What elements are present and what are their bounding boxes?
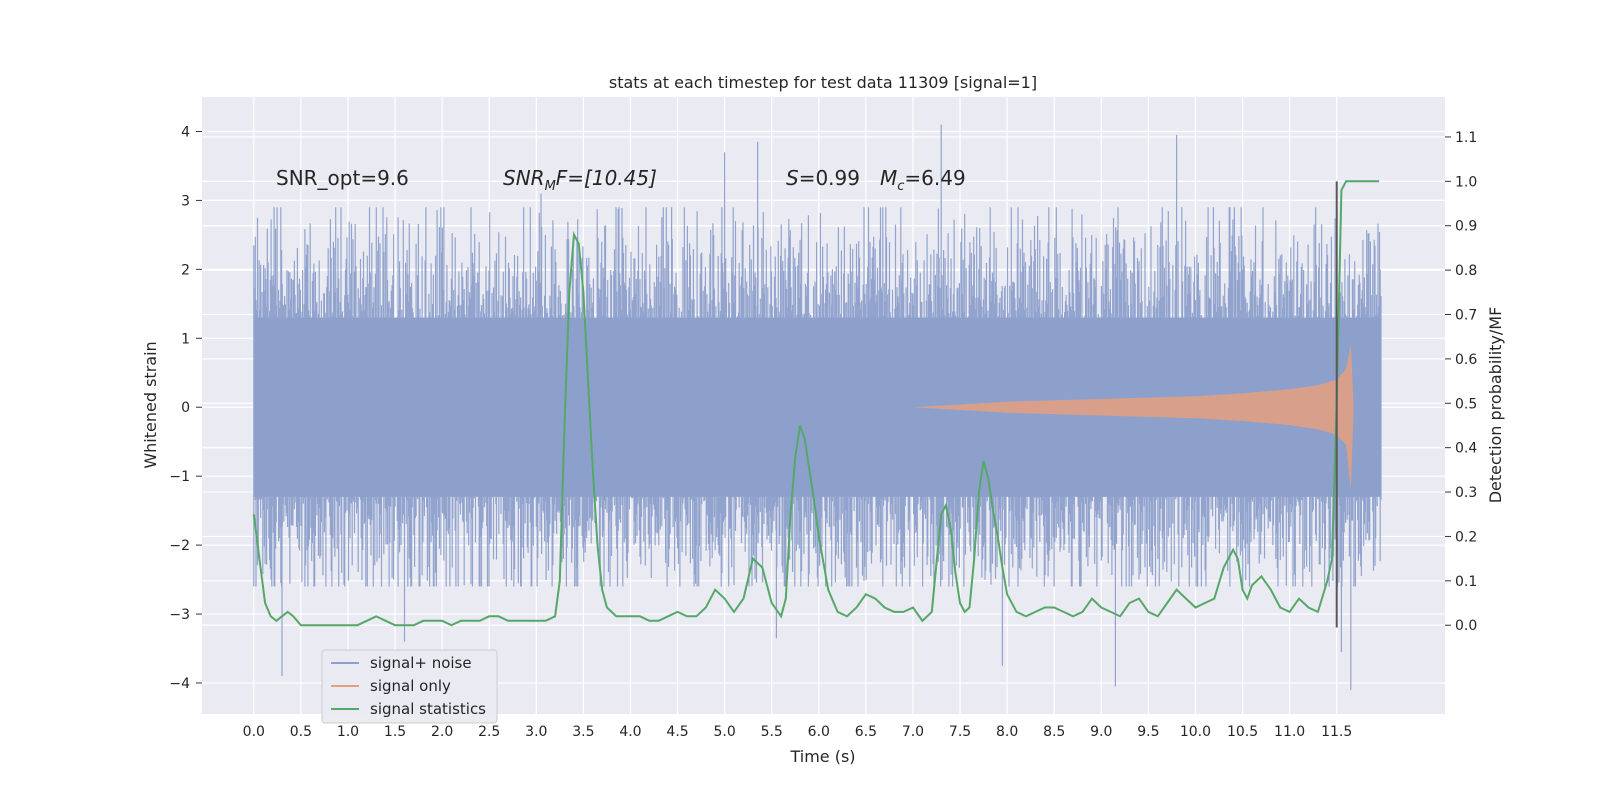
chart-title: stats at each timestep for test data 113… [609, 73, 1037, 92]
legend: signal+ noise signal only signal statist… [321, 649, 498, 724]
y-tick-label-left: 4 [181, 124, 190, 140]
x-tick-label: 3.5 [572, 724, 594, 740]
annotation-mc: Mc=6.49 [880, 166, 966, 194]
annotation-s-value: =0.99 [799, 166, 860, 190]
y-tick-label-left: 0 [181, 400, 190, 416]
y-tick-label-right: 1.1 [1455, 130, 1477, 146]
x-tick-label: 9.0 [1090, 724, 1112, 740]
x-tick-label: 8.5 [1043, 724, 1065, 740]
x-tick-label: 11.5 [1321, 724, 1352, 740]
y-tick-label-left: 1 [181, 331, 190, 347]
y-tick-label-left: −2 [169, 538, 190, 554]
x-tick-label: 3.0 [525, 724, 547, 740]
y-tick-label-right: 0.9 [1455, 219, 1477, 235]
annotation-mc-sub: c [897, 179, 904, 194]
x-tick-label: 1.5 [384, 724, 406, 740]
x-tick-label: 4.5 [666, 724, 688, 740]
y-tick-label-left: 3 [181, 193, 190, 209]
annotation-snr-mf: SNRMF=[10.45] [503, 166, 657, 194]
y-axis-left-label: Whitened strain [141, 341, 160, 468]
y-tick-label-right: 0.8 [1455, 263, 1477, 279]
legend-box [321, 649, 498, 724]
y-axis-right-label: Detection probability/MF [1486, 307, 1505, 504]
x-tick-label: 1.0 [337, 724, 359, 740]
y-tick-label-right: 0.2 [1455, 529, 1477, 545]
x-tick-label: 5.5 [761, 724, 783, 740]
annotation-mc-base: M [880, 166, 897, 190]
series-signal-only [913, 345, 1354, 490]
legend-label-signal-noise: signal+ noise [370, 654, 472, 672]
signal-only-area [913, 345, 1354, 490]
y-tick-label-left: −3 [169, 607, 190, 623]
annotation-snr-opt: SNR_opt=9.6 [276, 166, 409, 190]
y-tick-label-left: −1 [169, 469, 190, 485]
annotation-s-label: S [786, 166, 799, 190]
legend-label-signal-only: signal only [370, 677, 451, 695]
y-axis-right-ticks: 0.0 0.1 0.2 0.3 0.4 0.5 0.6 0.7 0.8 0.9 1.0 1.1 [1445, 130, 1477, 634]
x-tick-label: 10.5 [1227, 724, 1258, 740]
annotation-snr-mf-sub: M [545, 179, 556, 194]
y-tick-label-right: 1.0 [1455, 174, 1477, 190]
x-axis-label: Time (s) [789, 747, 855, 766]
x-tick-label: 7.0 [902, 724, 924, 740]
annotation-snr-mf-f: F=[10.45] [556, 166, 657, 190]
y-tick-label-right: 0.0 [1455, 618, 1477, 634]
x-tick-label: 6.0 [808, 724, 830, 740]
y-tick-label-right: 0.1 [1455, 574, 1477, 590]
x-tick-label: 6.5 [855, 724, 877, 740]
y-tick-label-right: 0.6 [1455, 352, 1477, 368]
y-tick-label-right: 0.3 [1455, 485, 1477, 501]
signal-statistics-line [252, 180, 1380, 627]
y-tick-label-left: 2 [181, 262, 190, 278]
y-tick-label-left: −4 [169, 676, 190, 692]
x-tick-label: 0.0 [243, 724, 265, 740]
annotation-snr-mf-base: SNR [503, 166, 545, 190]
y-tick-label-right: 0.7 [1455, 308, 1477, 324]
y-axis-left-ticks: −4 −3 −2 −1 0 1 2 3 4 [169, 124, 202, 692]
y-tick-label-right: 0.4 [1455, 441, 1477, 457]
x-tick-label: 9.5 [1137, 724, 1159, 740]
x-tick-label: 2.5 [478, 724, 500, 740]
x-tick-label: 5.0 [713, 724, 735, 740]
legend-label-signal-statistics: signal statistics [370, 700, 486, 718]
x-tick-label: 11.0 [1274, 724, 1305, 740]
x-tick-label: 0.5 [290, 724, 312, 740]
x-tick-label: 7.5 [949, 724, 971, 740]
y-tick-label-right: 0.5 [1455, 396, 1477, 412]
x-tick-label: 8.0 [996, 724, 1018, 740]
x-tick-label: 4.0 [619, 724, 641, 740]
x-tick-label: 2.0 [431, 724, 453, 740]
annotation-mc-value: =6.49 [904, 166, 965, 190]
x-axis-ticks: 0.0 0.5 1.0 1.5 2.0 2.5 3.0 3.5 4.0 4.5 5.0 5.5 6.0 6… [243, 724, 1353, 740]
series-signal-statistics [252, 180, 1380, 627]
annotation-s: S=0.99 [786, 166, 860, 190]
x-tick-label: 10.0 [1180, 724, 1211, 740]
